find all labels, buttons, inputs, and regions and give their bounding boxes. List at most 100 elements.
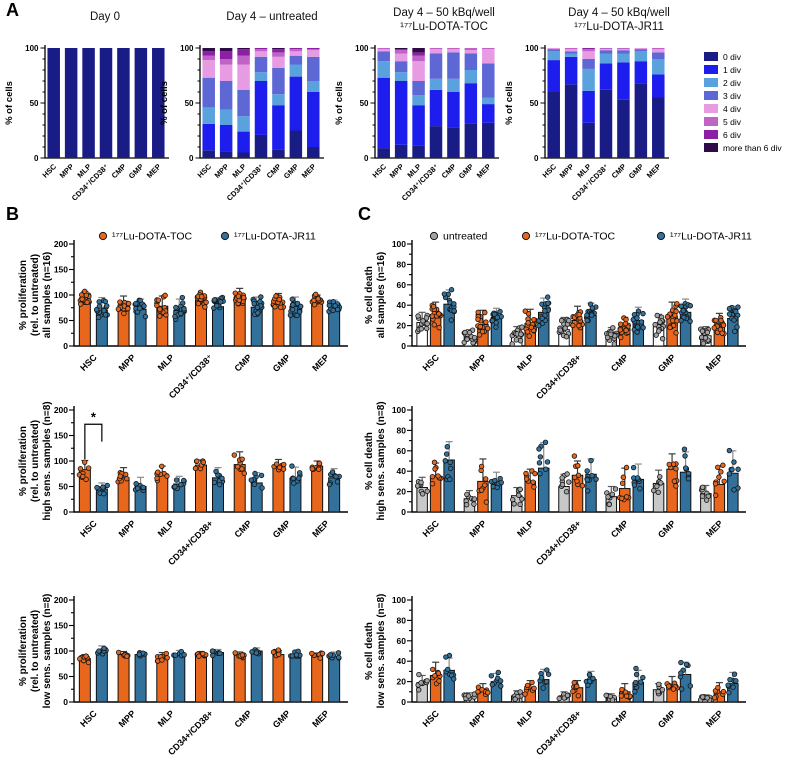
bar (713, 483, 726, 513)
y-tick-label: 50 (59, 482, 69, 492)
scatter-dot (134, 485, 141, 491)
scatter-dot (80, 473, 86, 480)
scatter-dot (154, 475, 160, 481)
stack-segment (289, 64, 303, 77)
scatter-dot (498, 479, 504, 486)
scatter-dot (136, 651, 142, 657)
scatter-dot (239, 652, 246, 658)
scatter-dot (178, 648, 185, 655)
stack-segment (394, 50, 408, 54)
stack-segment (429, 53, 443, 79)
y-axis-label: % of cells (159, 81, 170, 125)
scatter-dot (571, 453, 578, 459)
stack-segment (219, 81, 233, 110)
scatter-dot (275, 647, 282, 653)
scatter-dot (704, 329, 711, 336)
scatter-dot (418, 479, 424, 486)
scatter-dot (539, 315, 545, 321)
scatter-dot (593, 476, 599, 482)
stack-segment (394, 81, 408, 145)
panel-label-c: C (358, 204, 371, 224)
legend-marker (656, 231, 666, 241)
y-tick-label: 60 (397, 636, 407, 646)
stack-segment (599, 48, 613, 50)
scatter-dot (447, 465, 454, 472)
scatter-dot (249, 649, 255, 655)
stack-segment (394, 144, 408, 158)
scatter-dot (241, 470, 247, 477)
scatter-dot (618, 334, 624, 341)
stack-segment (219, 48, 233, 52)
bar (233, 654, 246, 703)
scatter-dot (414, 483, 421, 489)
stack-segment (237, 48, 250, 50)
category-label: MEP (310, 518, 331, 539)
scatter-dot (536, 446, 542, 452)
bar (117, 654, 130, 703)
scatter-dot (420, 318, 426, 324)
scatter-dot (733, 308, 739, 315)
scatter-dot (564, 692, 571, 699)
stack-segment (412, 55, 425, 62)
legend-swatch (704, 78, 718, 87)
scatter-dot (516, 492, 522, 498)
scatter-dot (451, 676, 457, 682)
scatter-dot (531, 484, 537, 490)
scatter-dot (415, 687, 422, 693)
scatter-dot (332, 303, 338, 309)
category-label: MEP (310, 352, 331, 373)
category-label: MEP (645, 162, 663, 180)
y-tick-label: 60 (397, 446, 407, 456)
scatter-dot (489, 681, 496, 688)
stack-segment (447, 92, 460, 128)
scatter-dot (163, 650, 169, 657)
category-label: MPP (388, 162, 406, 180)
scatter-dot (253, 650, 260, 656)
proliferation-chart-low-sens: 0 50 100 150 200 % proliferation (rel. to untr… (18, 594, 348, 757)
scatter-dot (731, 487, 737, 493)
legend-marker (98, 231, 108, 241)
scatter-dot (720, 688, 727, 695)
scatter-dot (316, 460, 323, 467)
stack-segment (412, 52, 425, 56)
scatter-dot (423, 315, 430, 321)
scatter-dot (81, 459, 88, 465)
scatter-dot (424, 678, 430, 684)
scatter-dot (447, 476, 453, 483)
scatter-dot (517, 486, 523, 493)
stack-segment (254, 81, 268, 135)
scatter-dot (666, 683, 672, 689)
y-tick-label: 0 (401, 507, 406, 517)
stack-segment (219, 125, 233, 152)
stack-segment (254, 134, 268, 158)
scatter-dot (623, 494, 630, 500)
scatter-dot (563, 334, 570, 340)
scatter-dot (448, 287, 455, 293)
scatter-dot (315, 296, 321, 302)
scatter-dot (141, 303, 147, 309)
stack-segment (202, 107, 215, 124)
legend-label: 6 div (723, 129, 741, 140)
scatter-dot (117, 299, 123, 305)
scatter-dot (519, 324, 525, 330)
scatter-dot (731, 459, 737, 465)
stack-segment (289, 49, 303, 52)
stack-segment (652, 49, 665, 53)
scatter-dot (654, 483, 660, 489)
stack-segment (429, 48, 443, 50)
scatter-dot (172, 652, 179, 658)
legend-label: 1 div (723, 64, 741, 75)
stack-segment (152, 48, 165, 158)
stack-segment (254, 72, 268, 81)
stack-segment (272, 56, 285, 68)
bar (173, 654, 186, 703)
scatter-dot (631, 482, 638, 488)
scatter-dot (683, 661, 690, 668)
scatter-dot (137, 305, 143, 312)
scatter-dot (483, 499, 490, 505)
scatter-dot (570, 322, 576, 329)
scatter-dot (162, 292, 168, 299)
scatter-dot (431, 322, 437, 328)
